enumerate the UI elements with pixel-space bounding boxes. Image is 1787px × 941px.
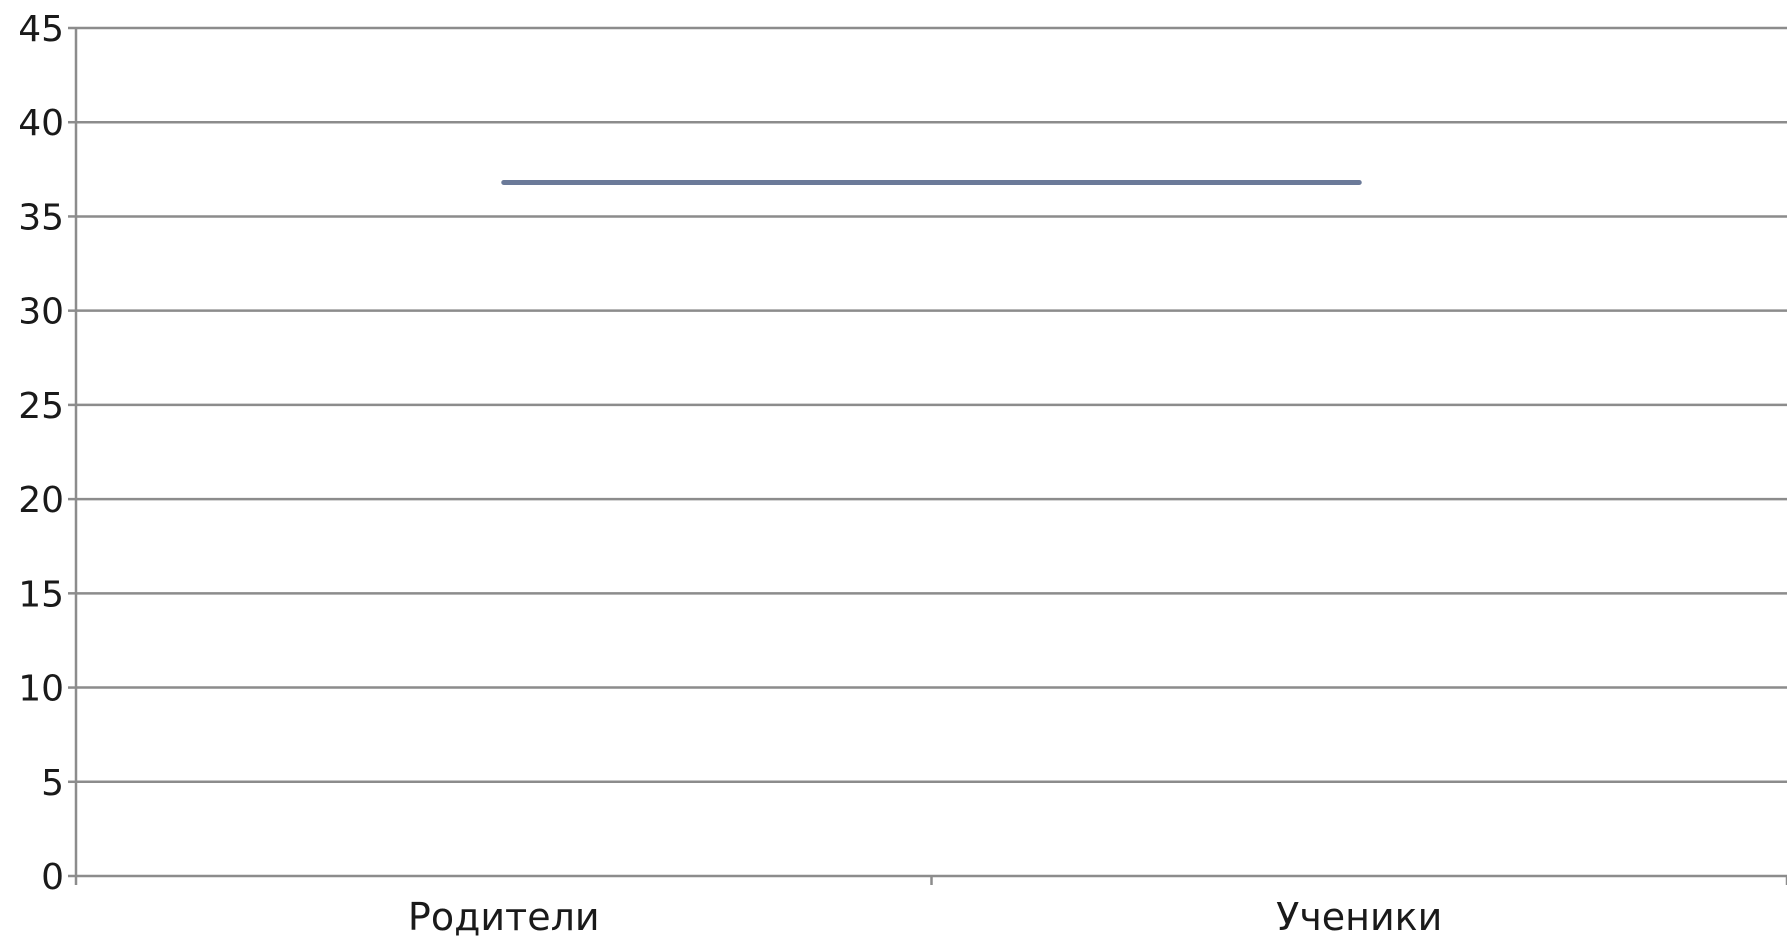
grid-lines — [76, 26, 1787, 784]
y-tick-labels: 0 5 10 15 20 25 30 35 40 45 — [18, 9, 64, 898]
y-tick-label: 0 — [41, 857, 64, 898]
y-tick-label: 20 — [18, 480, 64, 521]
plot-area: 0 5 10 15 20 25 30 35 40 45 Родители Ученики — [18, 9, 1787, 939]
y-tick-label: 40 — [18, 103, 64, 144]
y-tick-label: 30 — [18, 292, 64, 333]
x-category-label: Родители — [408, 895, 600, 939]
y-tick-label: 15 — [18, 574, 64, 615]
x-tick-labels: Родители Ученики — [408, 895, 1442, 939]
x-category-label: Ученики — [1276, 895, 1442, 939]
y-tick-label: 5 — [41, 763, 64, 804]
y-tick-label: 35 — [18, 197, 64, 238]
axes — [68, 26, 1787, 885]
y-tick-label: 45 — [18, 9, 64, 50]
y-tick-label: 10 — [18, 669, 64, 710]
y-tick-label: 25 — [18, 386, 64, 427]
